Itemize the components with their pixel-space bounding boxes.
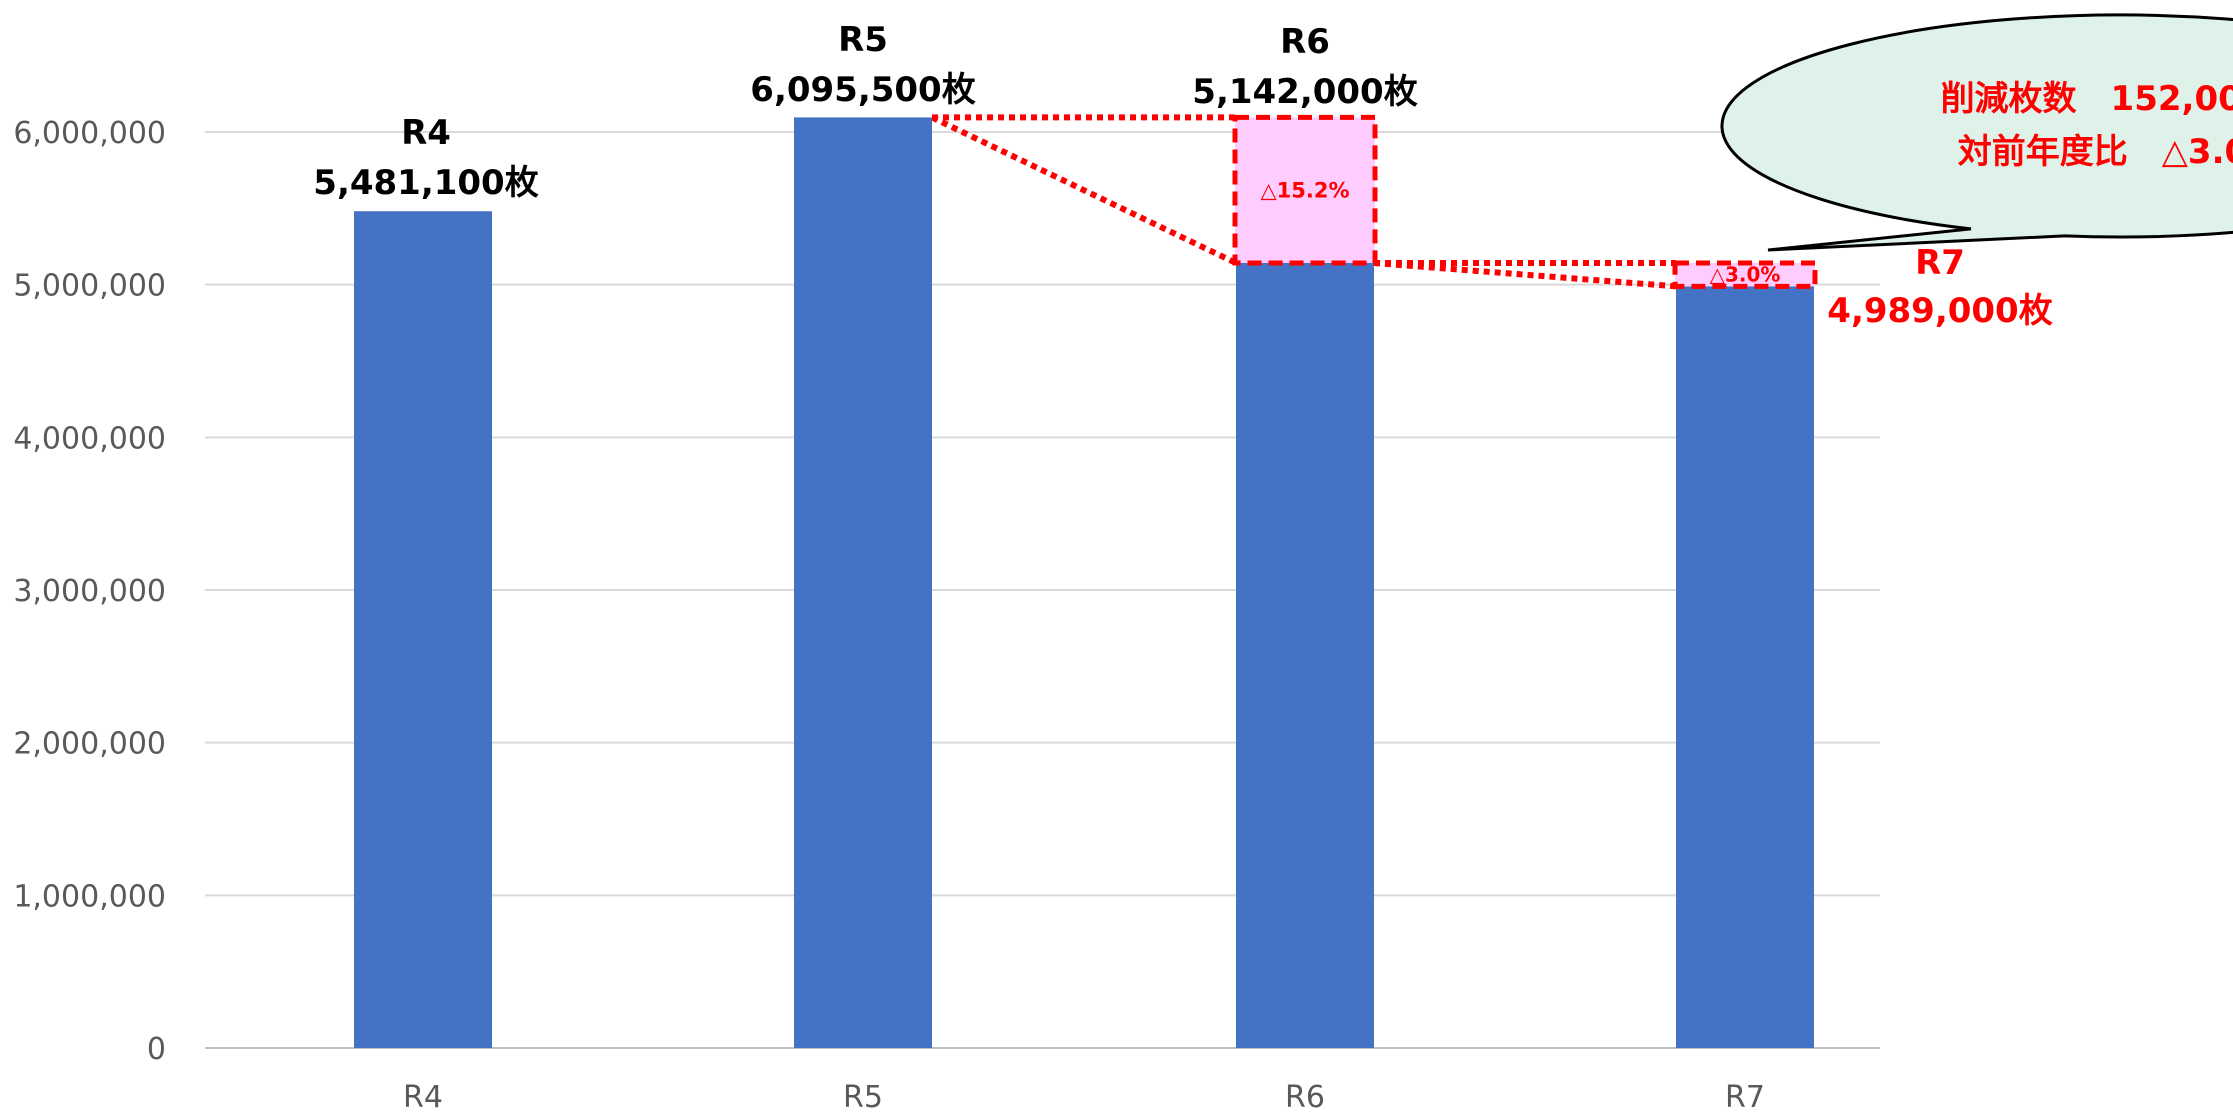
- x-axis-ticks: R4 R5 R6 R7: [403, 1080, 1765, 1112]
- callout-line1: 削減枚数 152,000枚: [1941, 79, 2233, 119]
- y-tick-label: 5,000,000: [13, 269, 166, 304]
- y-tick-label: 1,000,000: [13, 879, 166, 914]
- connector-line: [1373, 259, 1677, 290]
- x-tick-label: R6: [1285, 1080, 1325, 1112]
- data-label-value: 5,481,100枚: [313, 163, 538, 203]
- bar-r4: [354, 211, 492, 1048]
- x-tick-label: R7: [1725, 1080, 1765, 1112]
- data-label-year: R6: [1280, 22, 1330, 62]
- x-tick-label: R4: [403, 1080, 443, 1112]
- data-label-value: 6,095,500枚: [750, 70, 975, 110]
- bar-r6: [1236, 262, 1374, 1048]
- y-tick-label: 2,000,000: [13, 727, 166, 762]
- y-tick-label: 0: [147, 1032, 166, 1067]
- reduction-box-r7: [1672, 260, 1818, 289]
- data-label-value: 5,142,000枚: [1192, 72, 1417, 112]
- data-labels: R4 5,481,100枚 R5 6,095,500枚 R6 5,142,000枚 R7 4,…: [313, 20, 2052, 331]
- reduction-box-r6: [1232, 114, 1378, 266]
- y-tick-label: 3,000,000: [13, 574, 166, 609]
- bar-r5: [794, 117, 932, 1048]
- data-label-year: R4: [401, 113, 451, 153]
- callout-bubble: 削減枚数 152,000枚 対前年度比 △3.0%: [1720, 13, 2233, 252]
- y-axis-ticks: 0 1,000,000 2,000,000 3,000,000 4,000,000 5,0…: [13, 116, 166, 1067]
- data-label-year: R5: [838, 20, 888, 60]
- reduction-boxes: △15.2% △3.0%: [1232, 114, 1818, 289]
- y-tick-label: 4,000,000: [13, 421, 166, 456]
- data-label-year: R7: [1915, 243, 1965, 283]
- bar-r7: [1676, 286, 1814, 1048]
- y-tick-label: 6,000,000: [13, 116, 166, 151]
- x-tick-label: R5: [843, 1080, 883, 1112]
- callout-shape: [1720, 13, 2233, 252]
- connector-line: [930, 114, 1238, 266]
- bars: [354, 117, 1814, 1048]
- callout-line2: 対前年度比 △3.0%: [1958, 132, 2233, 172]
- reduction-connectors: [930, 114, 1677, 290]
- reduction-label: △3.0%: [1710, 263, 1781, 287]
- reduction-label: △15.2%: [1260, 179, 1349, 203]
- data-label-value: 4,989,000枚: [1827, 291, 2052, 331]
